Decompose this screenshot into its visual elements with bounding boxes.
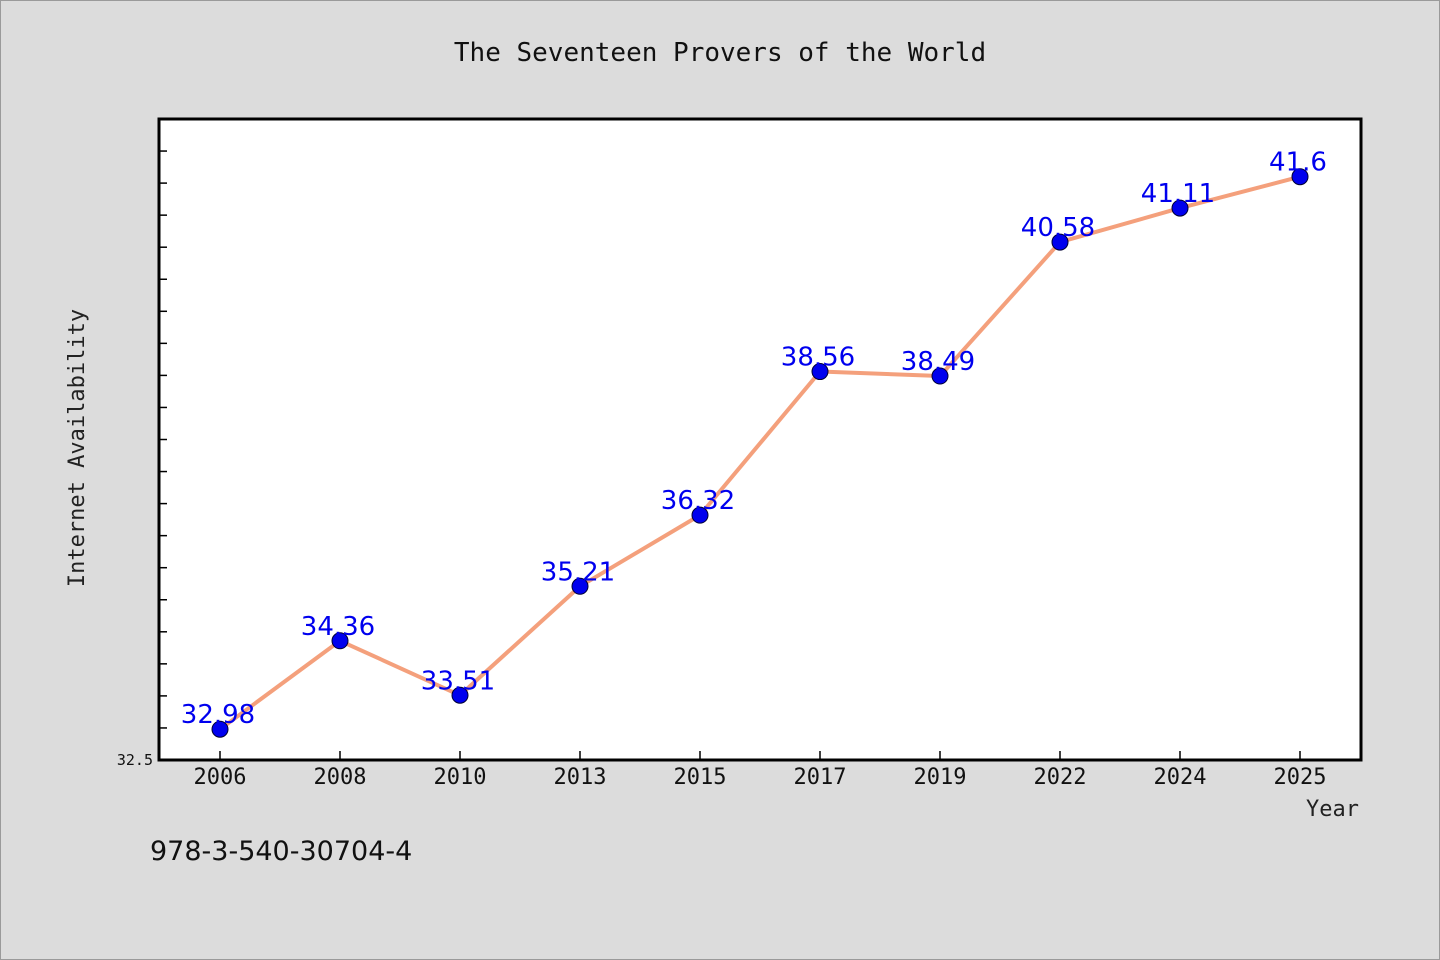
data-label: 41.6: [1269, 148, 1327, 178]
plot-area: [157, 117, 1363, 762]
series-layer: 32.98 34.36 33.51 35.21 36.32 38.56 38.49 40.58…: [181, 148, 1327, 738]
data-point: [1291, 168, 1309, 186]
y-axis-ticks: 32.5: [117, 118, 167, 769]
data-point: [1171, 199, 1189, 217]
data-point: [331, 632, 349, 650]
data-label: 40.58: [1021, 213, 1095, 243]
data-point: [931, 367, 949, 385]
data-label: 38.49: [901, 347, 975, 377]
data-label: 36.32: [661, 486, 735, 516]
footnote-isbn: 978-3-540-30704-4: [150, 836, 413, 867]
data-point: [691, 506, 709, 524]
x-tick-label: 2013: [554, 765, 607, 790]
data-point: [1051, 233, 1069, 251]
x-tick-label: 2010: [434, 765, 487, 790]
x-tick-label: 2024: [1154, 765, 1207, 790]
data-point: [451, 686, 469, 704]
y-tick-label: 32.5: [117, 751, 153, 769]
x-axis-label: Year: [1306, 797, 1359, 822]
chart-title: The Seventeen Provers of the World: [454, 38, 986, 68]
data-label: 38.56: [781, 343, 855, 373]
x-tick-label: 2017: [794, 765, 847, 790]
x-tick-label: 2015: [674, 765, 727, 790]
x-tick-label: 2025: [1274, 765, 1327, 790]
data-label: 32.98: [181, 700, 255, 730]
x-tick-label: 2022: [1034, 765, 1087, 790]
x-tick-label: 2008: [314, 765, 367, 790]
data-label: 33.51: [421, 666, 495, 696]
series-line: [218, 174, 1301, 731]
data-label: 41.11: [1141, 179, 1215, 209]
data-point: [211, 720, 229, 738]
x-tick-label: 2006: [194, 765, 247, 790]
data-point: [571, 577, 589, 595]
x-axis-ticks: 2006 2008 2010 2013 2015 2017 2019 2022 2024 2025: [194, 751, 1327, 790]
x-tick-label: 2019: [914, 765, 967, 790]
data-label: 35.21: [541, 557, 615, 587]
data-label: 34.36: [301, 612, 375, 642]
data-point: [811, 363, 829, 381]
y-axis-label: Internet Availability: [65, 309, 90, 587]
